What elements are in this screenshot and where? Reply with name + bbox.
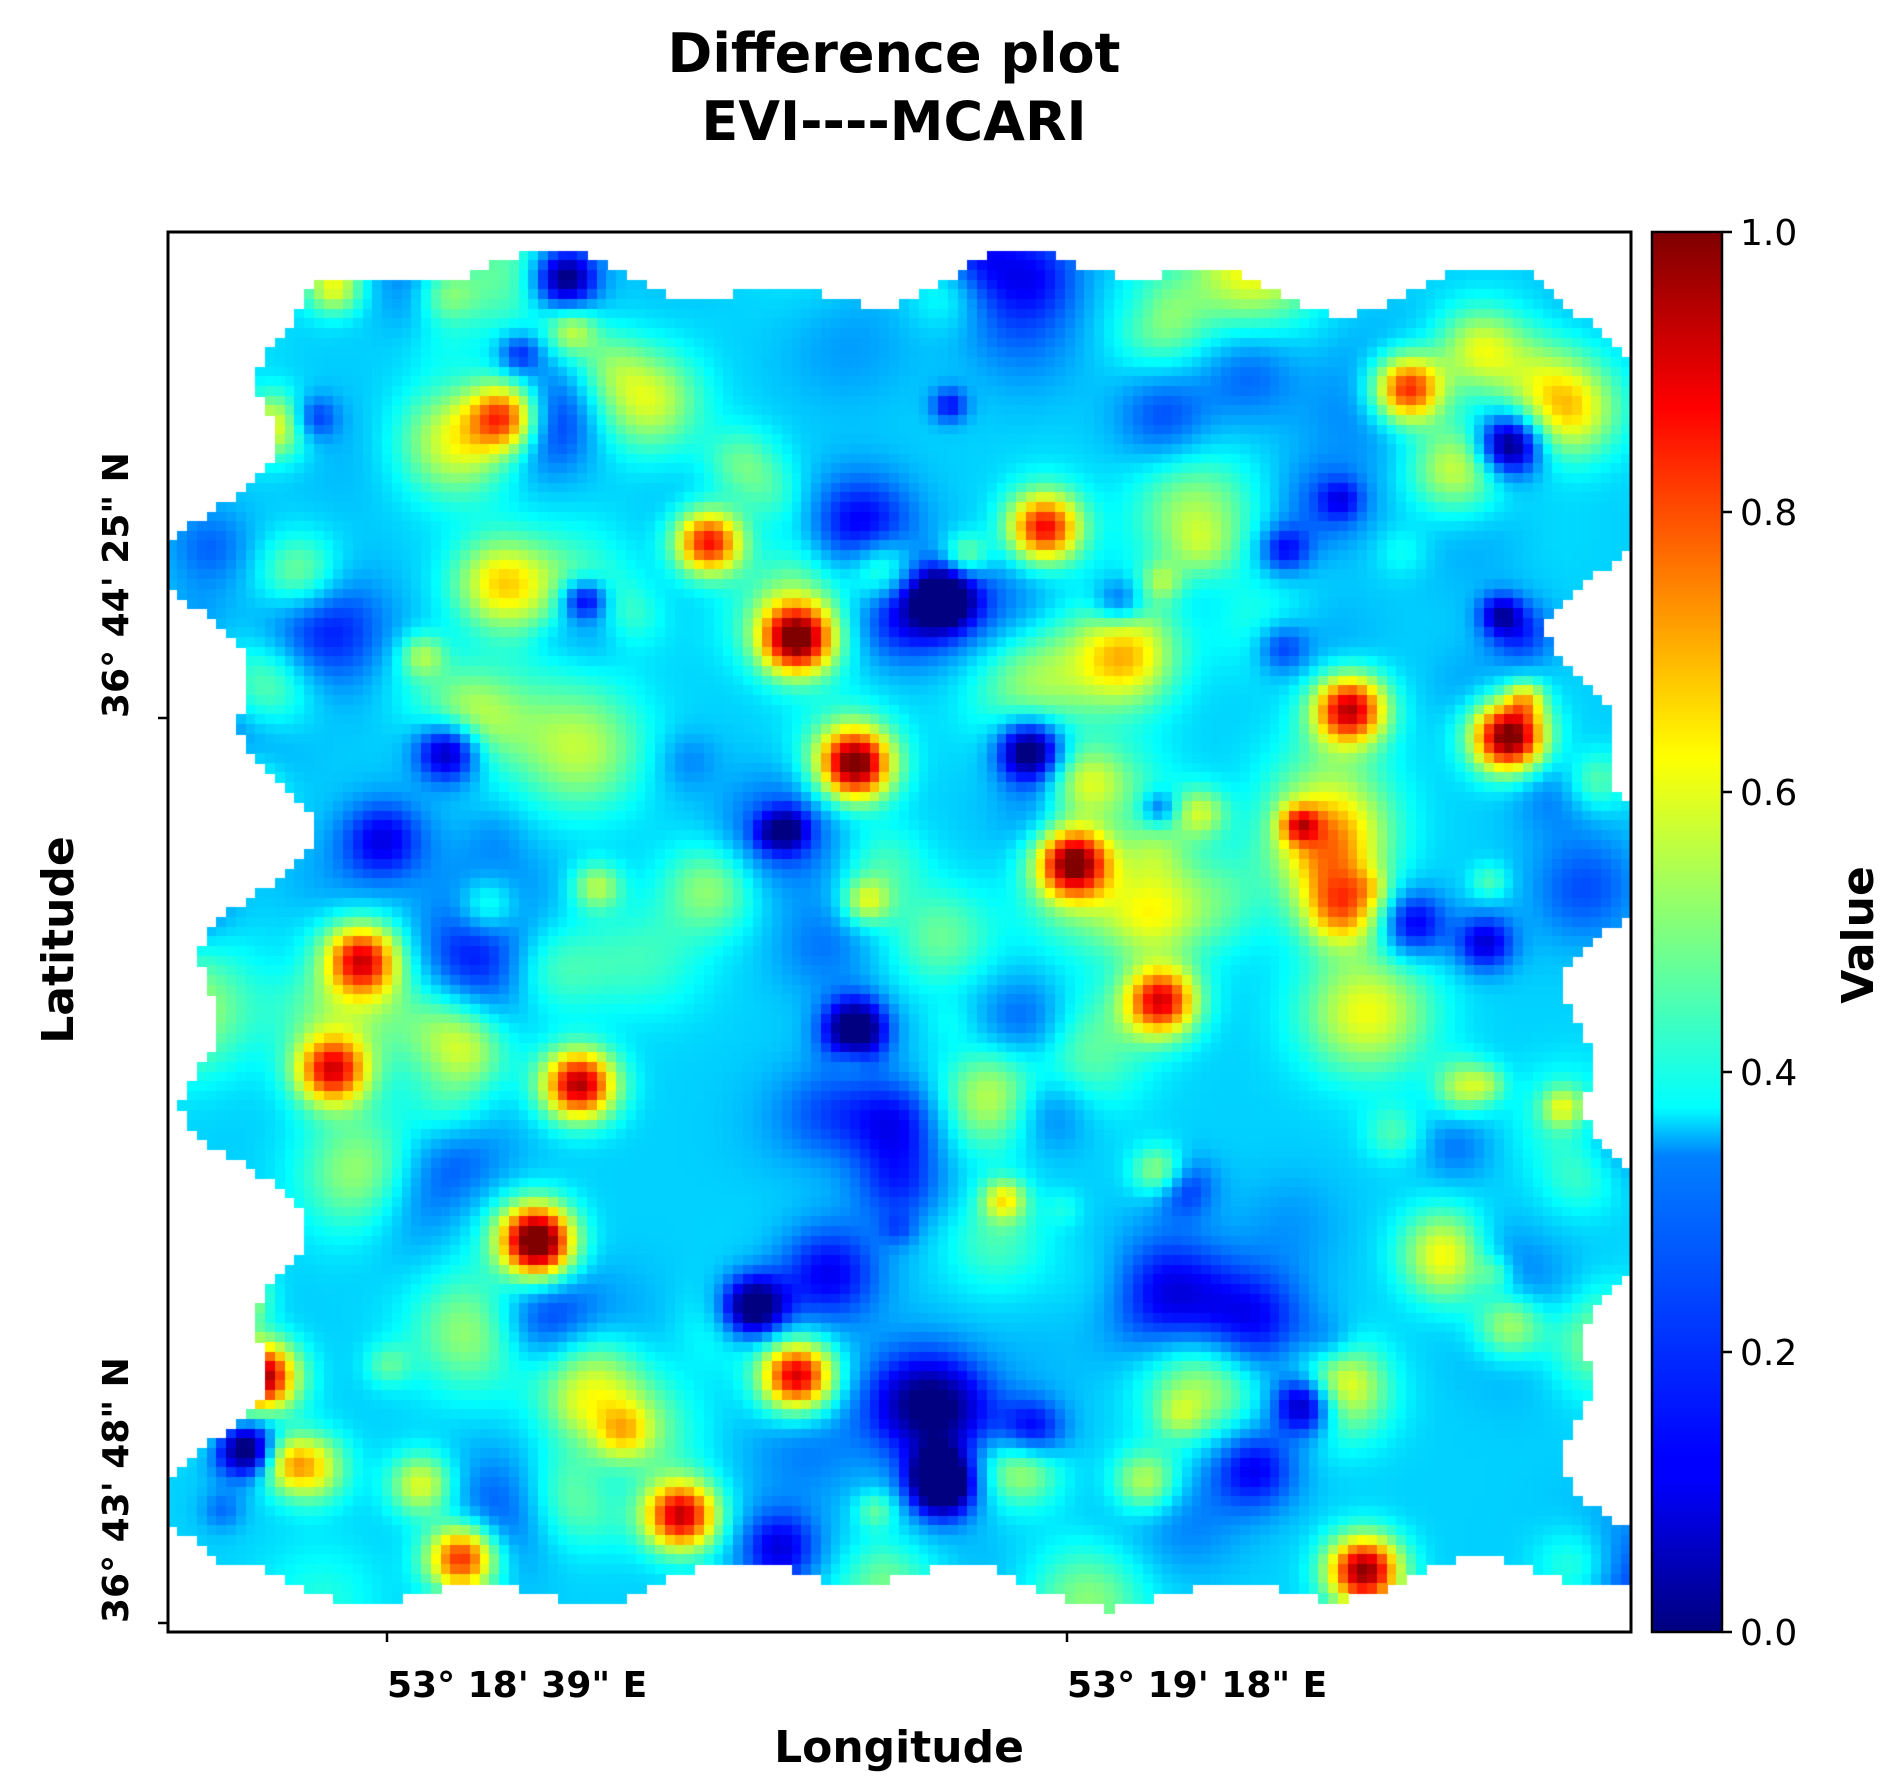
plot-frame (166, 230, 1633, 1634)
heatmap-image-holder (168, 232, 1631, 1632)
x-tick-label: 53° 19' 18" E (1067, 1665, 1327, 1706)
y-tick-label: 36° 44' 25" N (96, 452, 137, 718)
colorbar-label: Value (1833, 866, 1884, 1004)
colorbar-tick-label: 0.6 (1740, 773, 1797, 814)
colorbar-tick-label: 0.0 (1740, 1613, 1797, 1654)
colorbar: 0.0 0.2 0.4 0.6 0.8 1.0 Value (1650, 213, 1884, 1654)
heatmap-area (166, 230, 1633, 1634)
y-axis: 36° 44' 25" N 36° 43' 48" N Latitude (33, 452, 168, 1625)
chart-title: Difference plot (668, 22, 1121, 85)
x-axis-label: Longitude (774, 1722, 1024, 1773)
colorbar-ticks: 0.0 0.2 0.4 0.6 0.8 1.0 (1722, 213, 1797, 1654)
y-tick-label: 36° 43' 48" N (96, 1357, 137, 1623)
colorbar-gradient (1650, 230, 1724, 1634)
y-axis-label: Latitude (33, 836, 84, 1044)
colorbar-tick-label: 1.0 (1740, 213, 1797, 254)
x-tick-label: 53° 18' 39" E (387, 1665, 647, 1706)
colorbar-tick-label: 0.2 (1740, 1333, 1797, 1374)
colorbar-tick-label: 0.8 (1740, 493, 1797, 534)
x-axis: 53° 18' 39" E 53° 19' 18" E Longitude (385, 1632, 1327, 1773)
heatmap-canvas (168, 232, 1631, 1632)
colorbar-tick-label: 0.4 (1740, 1053, 1797, 1094)
chart-subtitle: EVI----MCARI (701, 90, 1086, 153)
